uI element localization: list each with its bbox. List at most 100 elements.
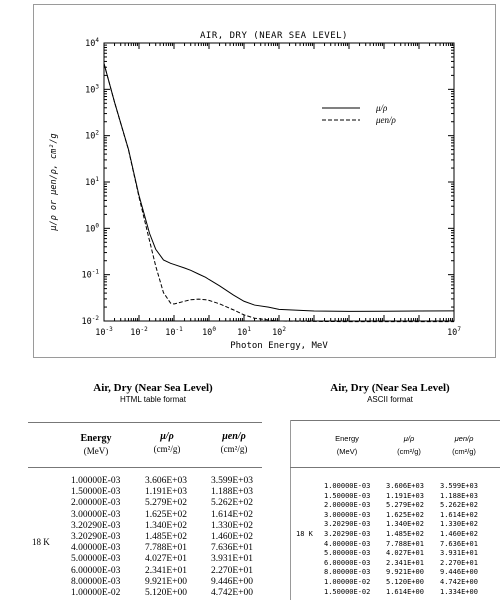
- y-tick-label: 100: [85, 222, 99, 234]
- ascii-cell-mu: 1.485E+02: [386, 529, 424, 538]
- y-tick-label: 103: [85, 83, 99, 95]
- ascii-cell-mu: 1.614E+00: [386, 587, 424, 596]
- x-tick-label: 101: [237, 326, 251, 338]
- html-cell-muen: 1.330E+02: [211, 520, 254, 531]
- html-cell-muen: 3.931E+01: [211, 554, 254, 565]
- ascii-cell-muen: 1.188E+03: [440, 491, 478, 500]
- ascii-col-muen: 3.599E+03 1.188E+03 5.262E+02 1.614E+02 1.33…: [440, 482, 478, 597]
- html-cell-muen: 5.262E+02: [211, 498, 254, 509]
- html-cell-muen: 7.636E+01: [211, 543, 254, 554]
- html-col-muen: 3.599E+03 1.188E+03 5.262E+02 1.614E+02 1.33…: [211, 476, 253, 599]
- y-tick-label: 101: [85, 176, 99, 188]
- html-cell-mu: 3.606E+03: [145, 476, 188, 486]
- ascii-col-energy: 1.00000E-03 1.50000E-03 2.00000E-03 3.00000…: [324, 482, 370, 597]
- html-cell-energy: 6.00000E-03: [71, 565, 121, 576]
- x-tick-label: 10-3: [95, 326, 113, 338]
- ascii-cell-muen: 2.270E+01: [440, 558, 478, 567]
- ascii-header-muen-unit: (cm²/g): [452, 447, 476, 456]
- html-table-top-rule: [28, 422, 262, 423]
- y-tick-label: 10-2: [82, 315, 100, 327]
- html-cell-mu: 2.341E+01: [145, 565, 188, 576]
- html-cell-muen: 1.188E+03: [211, 487, 254, 498]
- html-cell-muen: 3.599E+03: [211, 476, 254, 486]
- ascii-cell-mu: 4.027E+01: [386, 549, 424, 558]
- ascii-header-muen: μen/ρ (cm²/g): [440, 432, 488, 458]
- y-axis-ticks: 10-2 10-1 100 101 102 103 104: [82, 37, 454, 327]
- html-cell-energy: 8.00000E-03: [71, 576, 121, 587]
- ascii-cell-mu: 9.921E+00: [386, 568, 424, 577]
- ascii-cell-energy: 2.00000E-03: [324, 501, 371, 510]
- x-axis-label: Photon Energy, MeV: [230, 341, 328, 351]
- html-cell-energy: 1.50000E-03: [71, 487, 121, 498]
- ascii-cell-energy: 8.00000E-03: [324, 568, 371, 577]
- html-cell-energy: 1.00000E-03: [71, 476, 121, 486]
- ascii-cell-energy: 5.00000E-03: [324, 549, 371, 558]
- ascii-cell-muen: 3.599E+03: [440, 482, 478, 490]
- ascii-cell-mu: 3.606E+03: [386, 482, 424, 490]
- html-cell-mu: 5.120E+00: [145, 588, 188, 599]
- ascii-table-header-rule: [290, 467, 500, 468]
- ascii-cell-muen: 3.931E+01: [440, 549, 478, 558]
- legend-label-mu: μ/ρ: [375, 103, 388, 113]
- html-header-muen-label: μen/ρ: [222, 431, 246, 442]
- ascii-cell-energy: 1.00000E-03: [324, 482, 371, 490]
- html-cell-energy: 3.20290E-03: [71, 520, 121, 531]
- ascii-cell-energy: 3.20290E-03: [324, 520, 371, 529]
- ascii-cell-muen: 1.460E+02: [440, 529, 478, 538]
- y-tick-label: 104: [85, 37, 99, 49]
- ascii-col-mu: 3.606E+03 1.191E+03 5.279E+02 1.625E+02 1.34…: [386, 482, 424, 597]
- html-col-energy: 1.00000E-03 1.50000E-03 2.00000E-03 3.00000…: [71, 476, 120, 599]
- html-col-mu: 3.606E+03 1.191E+03 5.279E+02 1.625E+02 1.34…: [145, 476, 187, 599]
- html-cell-energy: 4.00000E-03: [71, 543, 121, 554]
- html-edge-label: 18 K: [32, 537, 50, 547]
- html-header-energy: Energy (MeV): [68, 432, 124, 458]
- ascii-header-energy-label: Energy: [335, 434, 359, 443]
- html-cell-mu: 1.625E+02: [145, 509, 188, 520]
- x-tick-label: 102: [272, 326, 286, 338]
- x-tick-label: 100: [202, 326, 216, 338]
- ascii-cell-muen: 1.330E+02: [440, 520, 478, 529]
- html-cell-energy: 3.00000E-03: [71, 509, 121, 520]
- ascii-table-subtitle: ASCII format: [367, 395, 413, 404]
- html-cell-muen: 1.614E+02: [211, 509, 254, 520]
- html-cell-mu: 1.340E+02: [145, 520, 188, 531]
- ascii-cell-muen: 5.262E+02: [440, 501, 478, 510]
- html-cell-energy: 2.00000E-03: [71, 498, 121, 509]
- ascii-cell-mu: 1.625E+02: [386, 510, 424, 519]
- ascii-table-top-rule: [290, 420, 500, 421]
- ascii-cell-mu: 1.191E+03: [386, 491, 424, 500]
- x-axis-ticks: 10-3 10-2 10-1 100 101 102 107: [95, 43, 461, 338]
- html-cell-mu: 5.279E+02: [145, 498, 188, 509]
- attenuation-chart: AIR, DRY (NEAR SEA LEVEL) 10-2 10-1 100 101…: [33, 4, 496, 358]
- ascii-cell-energy: 1.00000E-02: [324, 577, 371, 586]
- ascii-table-left-rule: [290, 420, 291, 600]
- ascii-cell-mu: 5.279E+02: [386, 501, 424, 510]
- x-tick-label-last: 107: [447, 326, 461, 338]
- ascii-table-title: Air, Dry (Near Sea Level): [330, 382, 450, 394]
- chart-svg: AIR, DRY (NEAR SEA LEVEL) 10-2 10-1 100 101…: [49, 31, 461, 351]
- html-cell-energy: 3.20290E-03: [71, 532, 121, 543]
- html-header-muen-unit: (cm²/g): [220, 444, 248, 454]
- ascii-header-energy: Energy (MeV): [322, 432, 372, 458]
- html-table-header-rule: [28, 467, 262, 468]
- series-layer: [103, 63, 455, 323]
- ascii-cell-energy: 3.20290E-03: [324, 529, 371, 538]
- html-header-energy-unit: (MeV): [83, 446, 109, 456]
- ascii-cell-energy: 1.50000E-02: [324, 587, 371, 596]
- html-cell-mu: 1.191E+03: [145, 487, 188, 498]
- legend: μ/ρ μen/ρ: [322, 103, 397, 125]
- ascii-cell-muen: 4.742E+00: [440, 577, 478, 586]
- html-cell-muen: 4.742E+00: [211, 588, 254, 599]
- ascii-cell-mu: 7.788E+01: [386, 539, 424, 548]
- ascii-cell-energy: 4.00000E-03: [324, 539, 371, 548]
- ascii-header-muen-label: μen/ρ: [454, 434, 474, 443]
- ascii-cell-mu: 1.340E+02: [386, 520, 424, 529]
- series-mu-rho-line: [103, 63, 455, 312]
- html-header-mu: μ/ρ (cm²/g): [140, 430, 194, 456]
- ascii-edge-label: 18 K: [296, 530, 313, 538]
- ascii-cell-mu: 2.341E+01: [386, 558, 424, 567]
- ascii-cell-energy: 6.00000E-03: [324, 558, 371, 567]
- html-header-mu-label: μ/ρ: [160, 431, 174, 442]
- ascii-cell-muen: 1.614E+02: [440, 510, 478, 519]
- html-cell-mu: 4.027E+01: [145, 554, 188, 565]
